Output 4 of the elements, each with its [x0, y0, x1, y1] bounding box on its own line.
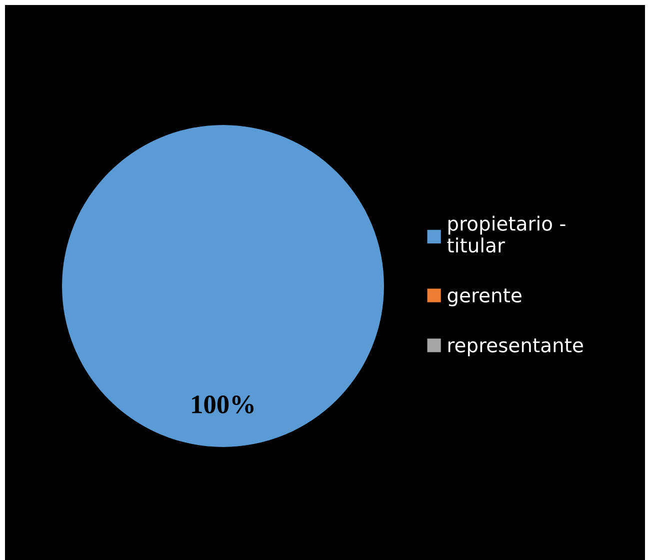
legend-label: propietario - titular	[447, 216, 566, 253]
data-label: 100%	[192, 396, 254, 414]
legend-label: gerente	[448, 288, 522, 306]
legend-label: representante	[448, 338, 583, 356]
